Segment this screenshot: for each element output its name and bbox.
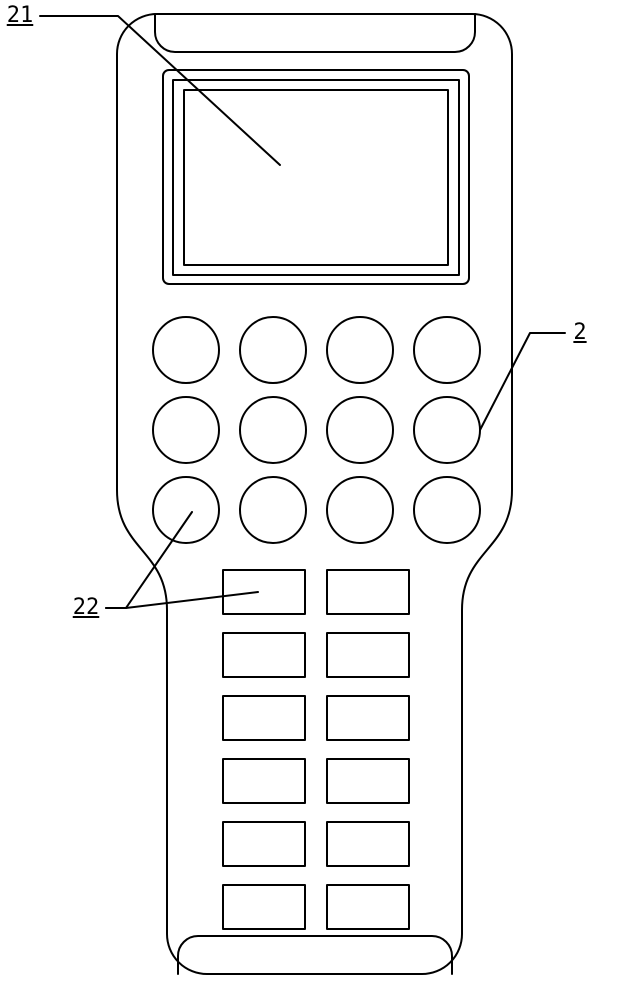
round-button bbox=[153, 477, 219, 543]
callout-line-2 bbox=[480, 333, 565, 430]
round-button bbox=[327, 317, 393, 383]
screen-display bbox=[184, 90, 448, 265]
round-button bbox=[414, 477, 480, 543]
round-button bbox=[153, 397, 219, 463]
callout-label-21: 21 bbox=[0, 3, 40, 29]
rect-button bbox=[327, 696, 409, 740]
screen-bezel-mid bbox=[173, 80, 459, 275]
rect-button bbox=[327, 633, 409, 677]
round-button bbox=[240, 397, 306, 463]
rect-button bbox=[223, 696, 305, 740]
rect-button bbox=[223, 570, 305, 614]
rect-button bbox=[327, 885, 409, 929]
top-notch bbox=[155, 14, 475, 52]
round-button bbox=[240, 317, 306, 383]
rect-button bbox=[223, 822, 305, 866]
round-button bbox=[240, 477, 306, 543]
round-button bbox=[414, 397, 480, 463]
round-button bbox=[414, 317, 480, 383]
rect-button bbox=[327, 822, 409, 866]
device-body bbox=[117, 14, 512, 974]
round-button bbox=[327, 397, 393, 463]
bottom-notch bbox=[178, 936, 452, 974]
rect-button bbox=[327, 759, 409, 803]
round-button bbox=[327, 477, 393, 543]
callout-label-22: 22 bbox=[66, 595, 106, 621]
callout-label-2: 2 bbox=[565, 320, 595, 346]
rect-button bbox=[223, 633, 305, 677]
round-button bbox=[153, 317, 219, 383]
rect-button bbox=[223, 759, 305, 803]
rect-button bbox=[223, 885, 305, 929]
rect-button bbox=[327, 570, 409, 614]
screen-bezel-outer bbox=[163, 70, 469, 284]
